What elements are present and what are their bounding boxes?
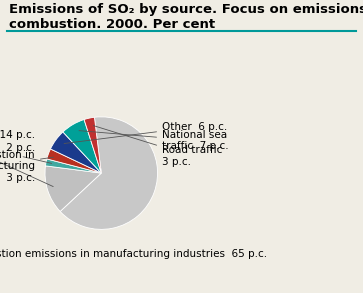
Text: Non-combustion emissions in manufacturing industries  65 p.c.: Non-combustion emissions in manufacturin… [0,249,267,259]
Wedge shape [50,132,101,173]
Wedge shape [60,117,158,229]
Wedge shape [63,120,101,173]
Text: Emissions of SO₂ by source. Focus on emissions from
combustion. 2000. Per cent: Emissions of SO₂ by source. Focus on emi… [9,3,363,31]
Text: Other  6 p.c.: Other 6 p.c. [64,122,227,144]
Text: Road traffic
3 p.c.: Road traffic 3 p.c. [93,126,223,167]
Wedge shape [45,166,101,212]
Text: Combustion in other sectors  14 p.c.: Combustion in other sectors 14 p.c. [0,130,53,187]
Text: Combustion in
manufacturing
industries  3 p.c.: Combustion in manufacturing industries 3… [0,150,54,183]
Text: National sea
traffic  7 p.c.: National sea traffic 7 p.c. [79,130,229,151]
Wedge shape [47,149,101,173]
Text: Households  2 p.c.: Households 2 p.c. [0,143,52,163]
Wedge shape [84,117,101,173]
Wedge shape [45,159,101,173]
